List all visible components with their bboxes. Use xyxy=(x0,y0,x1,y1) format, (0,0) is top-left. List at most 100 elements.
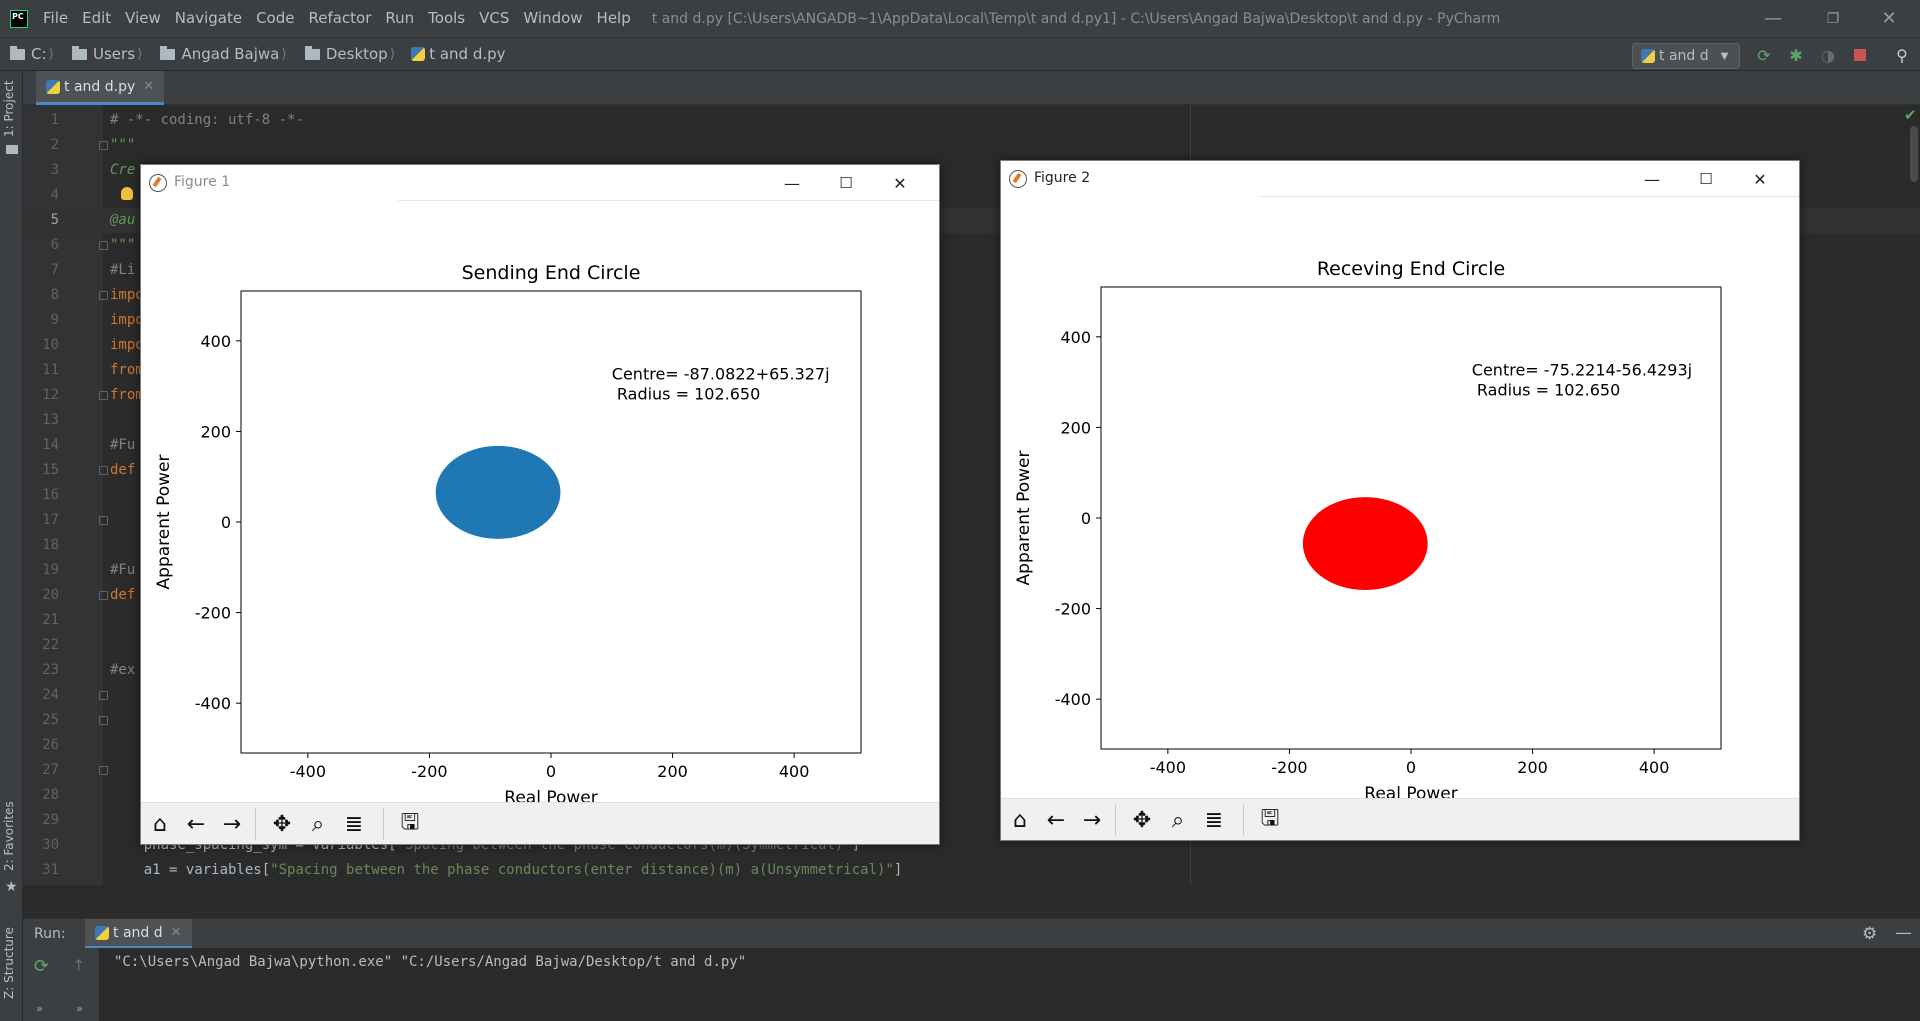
back-arrow-icon[interactable]: ← xyxy=(186,811,206,837)
forward-arrow-icon[interactable]: → xyxy=(222,811,242,837)
code-line[interactable]: 13 xyxy=(23,408,1920,433)
code-line[interactable]: 2 """ xyxy=(23,133,1920,158)
breadcrumb-item[interactable]: Angad Bajwa ⟩ xyxy=(150,45,287,63)
code-line[interactable]: 10 impo xyxy=(23,333,1920,358)
code-line[interactable]: 20 def xyxy=(23,583,1920,608)
lightbulb-icon[interactable] xyxy=(121,187,133,200)
code-line[interactable]: 23 #ex xyxy=(23,658,1920,683)
code-line[interactable]: 19 #Fu xyxy=(23,558,1920,583)
save-icon[interactable]: 🖫 xyxy=(1260,806,1280,831)
inspection-ok-icon[interactable]: ✔ xyxy=(1904,106,1917,124)
close-figure-icon[interactable]: ✕ xyxy=(893,173,907,193)
code-line[interactable]: 17 xyxy=(23,508,1920,533)
project-folder-icon[interactable] xyxy=(6,145,18,154)
project-tool-tab[interactable]: 1: Project xyxy=(2,80,16,137)
fold-marker-icon[interactable] xyxy=(99,716,108,725)
figure-1-titlebar[interactable]: Figure 1 — ☐ ✕ xyxy=(141,165,939,201)
code-line[interactable]: 31 a1 = variables["Spacing between the p… xyxy=(23,858,1920,883)
maximize-figure-icon[interactable]: ☐ xyxy=(839,174,853,192)
menu-code[interactable]: Code xyxy=(256,9,295,27)
close-figure-icon[interactable]: ✕ xyxy=(1753,169,1767,189)
menu-vcs[interactable]: VCS xyxy=(479,9,510,27)
figure-1-window[interactable]: Figure 1 — ☐ ✕ Sending End Circle -400 -20… xyxy=(140,164,940,845)
menu-navigate[interactable]: Navigate xyxy=(174,9,243,27)
code-line[interactable]: 15 def xyxy=(23,458,1920,483)
breadcrumb-item[interactable]: C: ⟩ xyxy=(0,45,54,63)
code-line[interactable]: 27 xyxy=(23,758,1920,783)
fold-marker-icon[interactable] xyxy=(99,766,108,775)
code-line[interactable]: 4 xyxy=(23,183,1920,208)
breadcrumb-item[interactable]: t and d.py xyxy=(403,45,506,63)
fold-marker-icon[interactable] xyxy=(99,241,108,250)
fold-marker-icon[interactable] xyxy=(99,516,108,525)
code-line[interactable]: 12 from xyxy=(23,383,1920,408)
menu-view[interactable]: View xyxy=(125,9,161,27)
menu-file[interactable]: File xyxy=(43,9,69,27)
fold-marker-icon[interactable] xyxy=(99,466,108,475)
code-line[interactable]: 3 Cre xyxy=(23,158,1920,183)
home-icon[interactable]: ⌂ xyxy=(153,811,167,837)
run-with-coverage-icon[interactable]: ◑ xyxy=(1821,45,1835,65)
menu-help[interactable]: Help xyxy=(596,9,631,27)
forward-arrow-icon[interactable]: → xyxy=(1082,807,1102,833)
hide-panel-icon[interactable]: — xyxy=(1895,923,1912,943)
run-configuration-select[interactable]: t and d ▼ xyxy=(1632,43,1740,69)
code-line[interactable]: 24 xyxy=(23,683,1920,708)
code-line[interactable]: 14 #Fu xyxy=(23,433,1920,458)
code-line[interactable]: 29 xyxy=(23,808,1920,833)
debug-icon[interactable]: ✱ xyxy=(1789,45,1803,65)
minimize-figure-icon[interactable]: — xyxy=(784,173,800,193)
code-line[interactable]: 8 impo xyxy=(23,283,1920,308)
breadcrumb-item[interactable]: Desktop ⟩ xyxy=(295,45,395,63)
code-line[interactable]: 16 xyxy=(23,483,1920,508)
pan-icon[interactable]: ✥ xyxy=(1132,807,1152,833)
structure-tool-tab[interactable]: Z: Structure xyxy=(2,927,16,999)
zoom-icon[interactable]: ⌕ xyxy=(1171,807,1185,833)
code-line[interactable]: 25 xyxy=(23,708,1920,733)
code-line[interactable]: 9 impo xyxy=(23,308,1920,333)
home-icon[interactable]: ⌂ xyxy=(1013,807,1027,833)
configure-subplots-icon[interactable]: ≣ xyxy=(344,811,364,837)
run-tab-t-and-d[interactable]: t and d ✕ xyxy=(85,919,192,949)
menu-tools[interactable]: Tools xyxy=(428,9,466,27)
figure-2-titlebar[interactable]: Figure 2 — ☐ ✕ xyxy=(1001,161,1799,197)
code-line[interactable]: 11 from xyxy=(23,358,1920,383)
search-everywhere-icon[interactable]: ⚲ xyxy=(1896,45,1908,65)
editor-tab-t-and-d[interactable]: t and d.py ✕ xyxy=(36,71,165,105)
stop-icon[interactable] xyxy=(1850,45,1870,65)
breadcrumb-item[interactable]: Users ⟩ xyxy=(62,45,142,63)
maximize-figure-icon[interactable]: ☐ xyxy=(1699,170,1713,188)
code-line[interactable]: 21 xyxy=(23,608,1920,633)
fold-marker-icon[interactable] xyxy=(99,391,108,400)
fold-marker-icon[interactable] xyxy=(99,291,108,300)
close-window-icon[interactable]: ✕ xyxy=(1881,8,1897,29)
settings-gear-icon[interactable]: ⚙ xyxy=(1862,924,1878,944)
code-line[interactable]: 22 xyxy=(23,633,1920,658)
restore-window-icon[interactable]: ❐ xyxy=(1826,10,1840,27)
fold-marker-icon[interactable] xyxy=(99,591,108,600)
code-line[interactable]: 26 xyxy=(23,733,1920,758)
rerun-icon[interactable]: ⟳ xyxy=(34,956,50,977)
close-tab-icon[interactable]: ✕ xyxy=(170,925,182,940)
run-console[interactable]: "C:\Users\Angad Bajwa\python.exe" "C:/Us… xyxy=(99,948,1920,1021)
minimize-figure-icon[interactable]: — xyxy=(1644,169,1660,189)
back-arrow-icon[interactable]: ← xyxy=(1046,807,1066,833)
favorites-tool-tab[interactable]: 2: Favorites xyxy=(2,801,16,871)
expand-toolbar-icon[interactable]: » xyxy=(36,1002,43,1015)
code-line[interactable]: 28 xyxy=(23,783,1920,808)
up-arrow-icon[interactable]: ↑ xyxy=(72,956,86,975)
menu-run[interactable]: Run xyxy=(385,9,415,27)
editor-scrollbar[interactable] xyxy=(1910,126,1918,182)
star-icon[interactable]: ★ xyxy=(5,879,18,895)
configure-subplots-icon[interactable]: ≣ xyxy=(1204,807,1224,833)
pan-icon[interactable]: ✥ xyxy=(272,811,292,837)
minimize-window-icon[interactable]: — xyxy=(1764,8,1782,29)
fold-marker-icon[interactable] xyxy=(99,141,108,150)
menu-edit[interactable]: Edit xyxy=(82,9,112,27)
rerun-icon[interactable]: ⟳ xyxy=(1757,45,1771,65)
code-line[interactable]: 7 #Li xyxy=(23,258,1920,283)
menu-refactor[interactable]: Refactor xyxy=(308,9,372,27)
save-icon[interactable]: 🖫 xyxy=(400,810,420,835)
code-line[interactable]: 18 xyxy=(23,533,1920,558)
code-line[interactable]: 6 """ xyxy=(23,233,1920,258)
